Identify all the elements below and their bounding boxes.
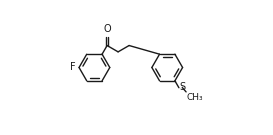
- Text: S: S: [180, 82, 186, 92]
- Text: O: O: [103, 24, 111, 34]
- Text: CH₃: CH₃: [187, 93, 203, 102]
- Text: F: F: [70, 63, 76, 72]
